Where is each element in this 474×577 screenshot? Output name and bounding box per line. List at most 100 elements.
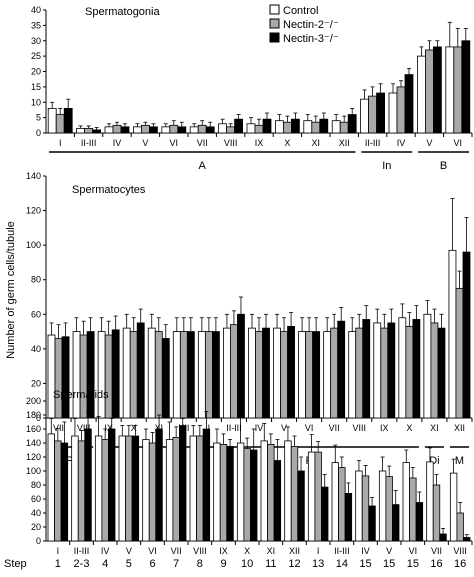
bar [373,322,382,419]
x-tick-label: VII [431,546,442,556]
y-tick-label: 30 [31,36,41,46]
step-label: 5 [126,558,132,570]
y-tick-label: 0 [36,128,41,138]
bar [197,331,206,419]
y-tick-label: 140 [26,171,41,181]
bar [409,477,417,542]
bar [297,470,305,542]
bar [319,118,329,134]
panel-3: Spermatids020406080100120140160180200I1I… [26,389,473,570]
group-label: B [440,160,447,172]
bar [147,327,156,419]
x-tick-label: IV [361,546,370,556]
bar [55,114,65,134]
bar [273,460,282,542]
group-label: A [199,160,207,172]
x-tick-label: VII [171,546,182,556]
x-tick-label: I [208,423,211,433]
bar [79,334,88,419]
y-tick-label: 40 [31,508,41,518]
bar [226,446,234,542]
x-tick-label: VIII [352,423,366,433]
bar [63,108,73,134]
bar [385,476,393,542]
bar [282,121,292,134]
step-label: 8 [197,558,203,570]
bar [347,114,357,134]
x-tick-label: X [244,546,250,556]
y-tick-label: 120 [26,452,41,462]
step-label: 10 [241,558,253,570]
bar [290,118,300,134]
bar [387,322,396,419]
bar [260,440,268,542]
bar [396,86,406,134]
bar [461,40,471,134]
step-label: 13 [312,558,324,570]
bar [424,49,434,134]
bar [60,442,69,542]
bar [388,92,398,134]
bar [344,492,353,542]
bar [237,313,245,419]
x-tick-label: V [386,546,392,556]
bar [262,327,270,419]
bar [122,327,131,419]
x-tick-label: XI [430,423,439,433]
bar [323,331,332,419]
x-tick-label: V [142,138,148,148]
bar [77,440,86,542]
bar [179,425,187,542]
bar [223,327,231,419]
y-tick-label: 40 [31,5,41,15]
bar [255,331,263,419]
bar [140,124,150,134]
x-tick-label: IV [101,546,110,556]
x-tick-label: VIII [193,546,207,556]
bar [355,327,364,419]
x-tick-label: VIII [77,423,91,433]
bar [423,313,432,419]
bar [125,435,133,542]
step-label: 15 [407,558,419,570]
y-tick-label: 15 [31,82,41,92]
bar [456,512,464,542]
bar [331,462,339,542]
bar [54,440,62,542]
x-tick-label: II-III [334,546,350,556]
y-tick-label: 140 [26,438,41,448]
bar [97,331,106,419]
x-tick-label: I [57,546,60,556]
x-tick-label: IX [380,423,389,433]
step-label: 6 [149,558,155,570]
bar [61,336,70,419]
bar [101,439,109,542]
y-tick-label: 60 [31,309,41,319]
x-tick-label: IV [113,138,122,148]
x-tick-label: II-III [74,546,90,556]
bar [54,338,63,419]
bar [246,123,256,134]
x-tick-label: V [281,423,287,433]
x-tick-label: XII [289,546,300,556]
bar [376,92,386,134]
y-tick-label: 100 [26,240,41,250]
legend-swatch-control [269,4,280,15]
panel-1: Spermatogonia 0 5 10 15 20 25 30 35 40 I II-III IV V V… [31,5,473,172]
bar [218,123,228,134]
y-tick-label: 200 [26,396,41,406]
step-label: 1 [55,558,61,570]
bar [321,486,329,542]
bar [172,436,180,542]
bar [211,331,220,419]
bar [132,126,142,134]
bar [262,118,272,134]
bar [112,124,122,134]
bar [314,451,322,542]
bar [47,334,56,419]
bar [368,505,376,542]
bar [339,121,349,134]
step-label: 16 [454,558,466,570]
group-label: Di [429,455,439,467]
